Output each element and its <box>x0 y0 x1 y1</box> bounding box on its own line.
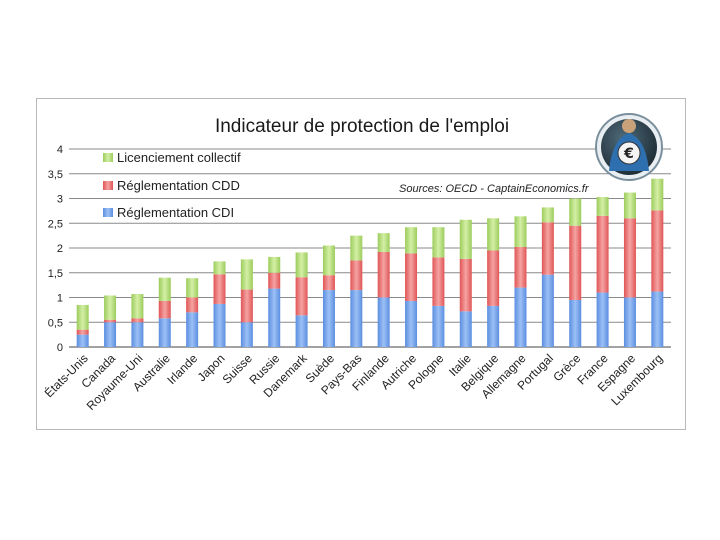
chart-frame: Indicateur de protection de l'emploi 0 0,… <box>36 98 686 430</box>
bar-cdd <box>623 218 636 298</box>
bar-cdd <box>76 329 89 335</box>
bar-licenciement <box>240 259 253 290</box>
bar-licenciement <box>541 207 554 223</box>
bar-licenciement <box>104 295 117 320</box>
bar-cdd <box>104 319 117 323</box>
y-tick-label: 0,5 <box>48 317 63 329</box>
bar-cdi <box>405 300 418 347</box>
bar-licenciement <box>514 216 527 248</box>
logo-emblem: € <box>595 113 663 181</box>
legend: Licenciement collectif Réglementation CD… <box>103 150 241 220</box>
bar-cdi <box>651 291 664 347</box>
logo-head <box>622 119 636 133</box>
bar-cdi <box>541 274 554 347</box>
bar-cdd <box>596 215 609 293</box>
legend-label-licenciement: Licenciement collectif <box>117 150 241 165</box>
bar-cdd <box>295 277 308 316</box>
x-axis-labels: États-UnisCanadaRoyaume-UniAustralieIrla… <box>41 351 665 413</box>
bar-licenciement <box>268 256 281 273</box>
bar-cdd <box>240 289 253 323</box>
bar-cdd <box>569 225 582 300</box>
y-tick-label: 3,5 <box>48 169 63 181</box>
bar-cdd <box>131 318 144 323</box>
bar-cdi <box>186 312 199 347</box>
bar-cdi <box>459 311 472 347</box>
legend-swatch-cdd <box>103 181 113 190</box>
y-tick-label: 4 <box>57 144 63 156</box>
bar-licenciement <box>158 277 171 301</box>
bar-licenciement <box>350 235 363 261</box>
bar-licenciement <box>459 219 472 259</box>
bar-cdd <box>487 250 500 306</box>
bar-cdi <box>76 334 89 347</box>
bar-licenciement <box>213 261 226 275</box>
legend-swatch-cdi <box>103 208 113 217</box>
bar-cdd <box>459 258 472 312</box>
bar-cdi <box>487 305 500 347</box>
bar-licenciement <box>569 198 582 226</box>
bar-cdd <box>213 274 226 304</box>
y-axis-ticks: 0 0,5 1 1,5 2 2,5 3 3,5 4 <box>48 144 63 354</box>
bar-cdd <box>651 210 664 292</box>
bar-cdi <box>569 299 582 347</box>
bar-licenciement <box>377 233 390 252</box>
bar-licenciement <box>596 197 609 216</box>
bar-cdd <box>432 257 445 306</box>
bar-licenciement <box>295 252 308 278</box>
bar-cdi <box>295 315 308 347</box>
bar-licenciement <box>131 294 144 319</box>
legend-label-cdd: Réglementation CDD <box>117 178 240 193</box>
bar-cdi <box>322 290 335 347</box>
bar-cdi <box>432 305 445 347</box>
bar-cdi <box>131 322 144 347</box>
bar-licenciement <box>76 304 89 330</box>
legend-label-cdi: Réglementation CDI <box>117 205 234 220</box>
bar-cdi <box>623 297 636 347</box>
y-tick-label: 3 <box>57 194 63 206</box>
bar-cdi <box>213 303 226 347</box>
bar-licenciement <box>651 178 664 211</box>
y-tick-label: 2,5 <box>48 218 63 230</box>
source-note: Sources: OECD - CaptainEconomics.fr <box>399 183 590 195</box>
y-tick-label: 2 <box>57 243 63 255</box>
chart-title: Indicateur de protection de l'emploi <box>215 116 509 137</box>
bar-cdd <box>158 300 171 319</box>
bar-cdd <box>350 260 363 291</box>
bar-cdd <box>268 272 281 289</box>
chart-svg: Indicateur de protection de l'emploi 0 0,… <box>41 113 671 413</box>
bar-cdd <box>322 275 335 291</box>
bars <box>76 178 664 347</box>
bar-licenciement <box>186 278 199 298</box>
bar-cdd <box>186 297 199 313</box>
bar-cdi <box>514 287 527 347</box>
bar-cdi <box>350 290 363 347</box>
legend-swatch-licenciement <box>103 153 113 162</box>
bar-cdd <box>541 222 554 275</box>
bar-cdd <box>377 251 390 298</box>
euro-icon: € <box>623 146 634 162</box>
bar-licenciement <box>405 227 418 254</box>
bar-licenciement <box>322 245 335 276</box>
y-tick-label: 1 <box>57 293 63 305</box>
y-tick-label: 0 <box>57 342 63 354</box>
bar-licenciement <box>487 218 500 251</box>
euro-badge <box>617 141 641 165</box>
bar-cdi <box>158 318 171 347</box>
bar-licenciement <box>432 227 445 258</box>
bar-licenciement <box>623 192 636 219</box>
bar-cdi <box>596 292 609 347</box>
bar-cdd <box>514 247 527 288</box>
bar-cdd <box>405 253 418 301</box>
bar-cdi <box>377 297 390 347</box>
y-tick-label: 1,5 <box>48 268 63 280</box>
bar-cdi <box>104 322 117 347</box>
bar-cdi <box>268 288 281 347</box>
bar-cdi <box>240 322 253 347</box>
x-tick-label: Irlande <box>164 351 200 387</box>
